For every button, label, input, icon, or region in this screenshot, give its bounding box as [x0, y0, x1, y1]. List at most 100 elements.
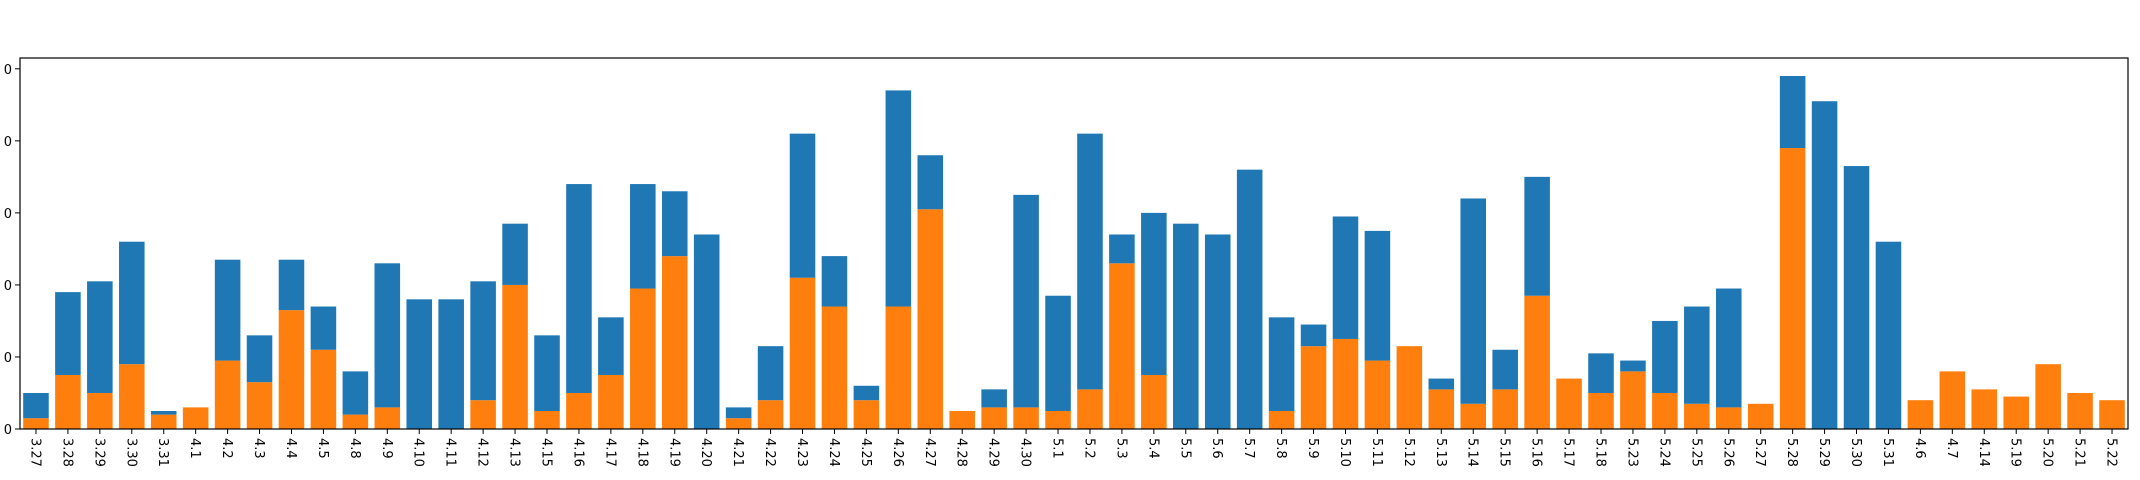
bar-blue-4.8: [342, 371, 369, 415]
bar-blue-3.30: [119, 241, 145, 365]
x-tick-label: 5.24: [1656, 438, 1671, 467]
bar-blue-5.1: [1045, 295, 1071, 411]
bar-orange-5.9: [1300, 346, 1327, 429]
x-tick-label: 5.1: [1050, 438, 1065, 459]
x-tick-label: 5.17: [1561, 438, 1576, 467]
x-tick-label: 3.30: [123, 438, 138, 467]
bar-orange-4.26: [885, 306, 912, 429]
x-tick-label: 4.26: [890, 438, 905, 467]
bar-blue-5.30: [1843, 166, 1870, 429]
bar-orange-5.10: [1332, 338, 1359, 429]
x-tick-label: 4.7: [1944, 438, 1959, 459]
x-tick-label: 4.1: [187, 438, 202, 459]
bar-blue-4.26: [885, 90, 912, 307]
x-tick-label: 4.27: [922, 438, 937, 467]
bar-blue-4.22: [757, 346, 784, 401]
x-tick-label: 4.17: [602, 438, 617, 467]
bar-blue-4.15: [534, 335, 560, 411]
y-tick-label: 0: [4, 351, 12, 366]
bar-orange-5.8: [1268, 410, 1295, 429]
x-tick-label: 5.23: [1624, 438, 1639, 467]
bar-orange-4.22: [757, 400, 784, 429]
bar-blue-4.21: [725, 407, 752, 419]
bar-orange-4.19: [661, 256, 688, 429]
bar-orange-4.6: [1907, 400, 1934, 429]
bar-blue-5.11: [1364, 230, 1391, 361]
x-tick-label: 3.27: [27, 438, 42, 467]
bar-orange-4.13: [502, 284, 528, 429]
bar-orange-4.18: [630, 288, 656, 429]
bar-orange-5.15: [1492, 389, 1518, 429]
bar-blue-3.28: [55, 292, 81, 375]
x-tick-label: 5.28: [1784, 438, 1799, 467]
bar-blue-5.8: [1268, 317, 1295, 411]
bar-orange-5.26: [1715, 407, 1742, 429]
bar-blue-4.24: [821, 256, 848, 307]
bar-orange-4.8: [342, 414, 369, 429]
bar-blue-5.26: [1715, 288, 1742, 408]
x-tick-label: 5.15: [1497, 438, 1512, 467]
bar-orange-4.4: [278, 310, 305, 429]
x-tick-label: 5.18: [1593, 438, 1608, 467]
bar-orange-5.25: [1684, 403, 1710, 429]
bar-orange-5.24: [1652, 392, 1678, 429]
x-tick-label: 4.9: [379, 438, 394, 459]
bar-orange-5.12: [1396, 346, 1423, 429]
x-tick-label: 5.16: [1529, 438, 1544, 467]
bar-blue-4.17: [598, 317, 624, 375]
bar-blue-4.19: [661, 191, 688, 257]
x-tick-label: 5.27: [1752, 438, 1767, 467]
x-axis: 3.27 3.28 3.29 3.30 3.31 4.1 4.2 4.3 4.4 4.5 4.8 4.…: [27, 429, 2119, 467]
bar-orange-4.30: [1013, 407, 1039, 429]
bar-orange-3.30: [119, 364, 145, 429]
y-tick-label: 0: [4, 63, 12, 78]
y-axis: 0 0 0 0 0 0: [4, 63, 20, 438]
bars: [23, 76, 2125, 430]
bar-blue-5.6: [1204, 234, 1231, 429]
bar-orange-5.16: [1524, 295, 1550, 429]
x-tick-label: 5.2: [1081, 438, 1096, 459]
bar-blue-4.3: [246, 335, 273, 383]
bar-blue-5.5: [1173, 223, 1199, 429]
bar-blue-4.23: [789, 133, 816, 278]
x-tick-label: 4.22: [762, 438, 777, 467]
bar-orange-5.27: [1747, 403, 1774, 429]
x-tick-label: 5.21: [2072, 438, 2087, 467]
bar-blue-4.9: [374, 263, 401, 408]
x-tick-label: 3.29: [91, 438, 106, 467]
bar-blue-5.3: [1109, 234, 1135, 264]
x-tick-label: 4.5: [315, 438, 330, 459]
x-tick-label: 5.12: [1401, 438, 1416, 467]
y-tick-label: 0: [4, 423, 12, 438]
bar-orange-4.23: [789, 277, 816, 429]
bar-orange-4.12: [470, 400, 496, 429]
x-tick-label: 4.10: [411, 438, 426, 467]
x-tick-label: 5.31: [1880, 438, 1895, 467]
x-tick-label: 5.8: [1273, 438, 1288, 459]
x-tick-label: 4.14: [1976, 438, 1991, 467]
plot-frame: [19, 57, 2129, 430]
x-tick-label: 4.21: [730, 438, 745, 467]
x-tick-label: 4.13: [507, 438, 522, 467]
bar-blue-5.31: [1875, 241, 1902, 429]
x-tick-label: 4.11: [443, 438, 458, 467]
y-tick-label: 0: [4, 279, 12, 294]
x-tick-label: 4.12: [475, 438, 490, 467]
bar-orange-4.15: [534, 410, 560, 429]
bar-orange-4.9: [374, 407, 401, 429]
bar-blue-4.30: [1013, 194, 1039, 408]
bar-blue-4.25: [853, 385, 880, 401]
x-tick-label: 5.13: [1433, 438, 1448, 467]
bar-blue-5.25: [1684, 306, 1710, 404]
x-tick-label: 5.25: [1688, 438, 1703, 467]
bar-blue-5.28: [1779, 76, 1806, 149]
x-tick-label: 5.6: [1209, 438, 1224, 459]
bar-orange-5.14: [1460, 403, 1487, 429]
x-tick-label: 4.23: [794, 438, 809, 467]
bar-orange-5.20: [2035, 364, 2061, 429]
bar-blue-4.12: [470, 281, 496, 401]
x-tick-label: 4.2: [219, 438, 234, 459]
bar-blue-5.29: [1811, 101, 1838, 429]
bar-blue-5.18: [1588, 353, 1614, 393]
x-tick-label: 4.6: [1912, 438, 1927, 459]
